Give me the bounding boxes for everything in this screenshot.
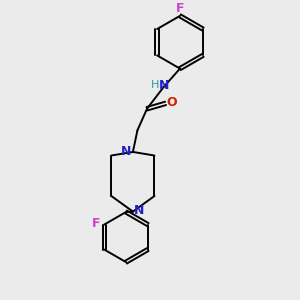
Text: H: H — [151, 80, 159, 90]
Text: N: N — [134, 204, 145, 217]
Text: F: F — [92, 217, 100, 230]
Text: N: N — [159, 79, 169, 92]
Text: N: N — [121, 146, 131, 158]
Text: O: O — [167, 96, 178, 109]
Text: F: F — [176, 2, 184, 15]
